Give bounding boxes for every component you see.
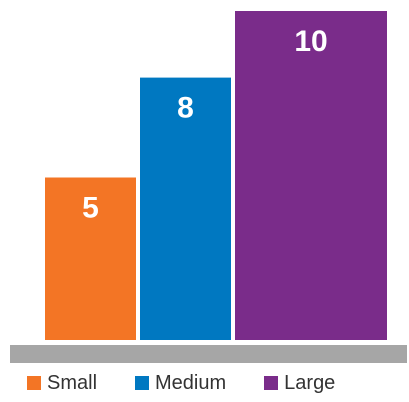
data-label-medium: 8 — [177, 92, 194, 125]
chart-legend: Small Medium Large — [27, 371, 335, 395]
chart-baseline — [10, 345, 407, 363]
bar-large — [231, 7, 391, 344]
legend-label-large: Large — [284, 372, 336, 394]
legend-item-large: Large — [264, 371, 335, 395]
data-label-small: 5 — [82, 192, 99, 225]
legend-label-medium: Medium — [155, 372, 227, 394]
legend-swatch-large — [264, 376, 279, 390]
legend-item-medium: Medium — [135, 371, 226, 395]
legend-swatch-medium — [135, 376, 150, 390]
legend-item-small: Small — [27, 371, 97, 395]
legend-label-small: Small — [47, 372, 98, 394]
data-label-large: 10 — [294, 25, 327, 58]
legend-swatch-small — [27, 376, 41, 390]
